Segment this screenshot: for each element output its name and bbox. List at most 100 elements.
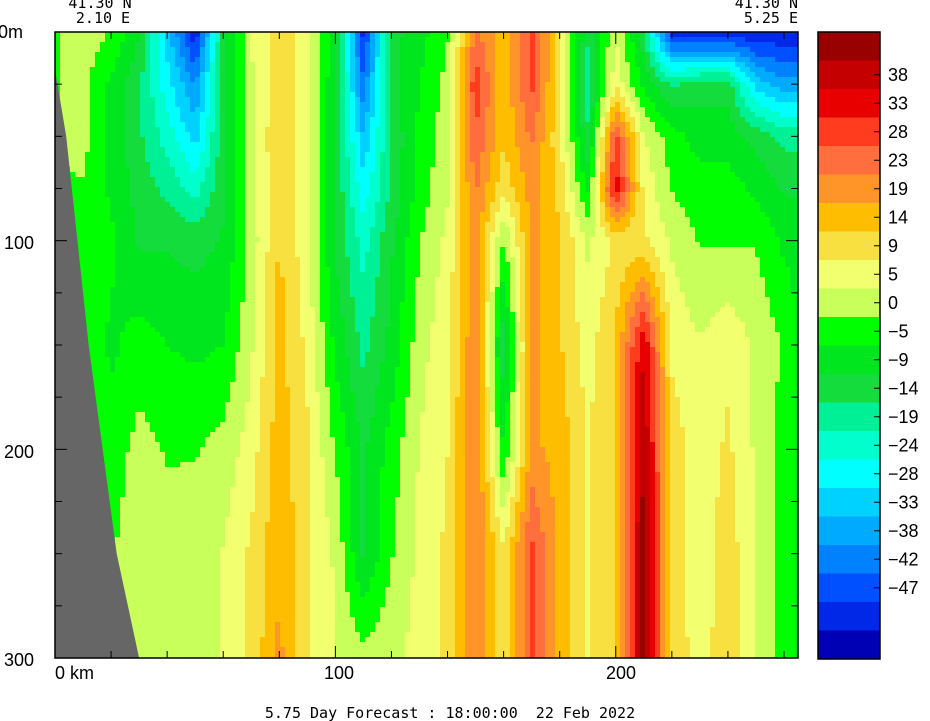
heatmap-cell	[555, 47, 561, 53]
heatmap-cell	[390, 167, 396, 173]
heatmap-cell	[765, 137, 771, 143]
heatmap-cell	[230, 147, 236, 153]
heatmap-cell	[595, 82, 601, 88]
heatmap-cell	[265, 172, 271, 178]
heatmap-cell	[370, 77, 376, 83]
heatmap-cell	[175, 97, 181, 103]
heatmap-cell	[415, 67, 421, 73]
heatmap-cell	[260, 137, 266, 143]
heatmap-cell	[365, 67, 371, 73]
heatmap-cell	[630, 127, 636, 133]
heatmap-cell	[665, 187, 671, 193]
heatmap-cell	[130, 112, 136, 118]
heatmap-cell	[510, 107, 516, 113]
heatmap-cell	[130, 152, 136, 158]
heatmap-cell	[620, 42, 626, 48]
heatmap-cell	[155, 47, 161, 53]
heatmap-cell	[270, 57, 276, 63]
heatmap-cell	[450, 192, 456, 198]
heatmap-cell	[660, 107, 666, 113]
heatmap-cell	[680, 172, 686, 178]
heatmap-cell	[90, 112, 96, 118]
heatmap-cell	[470, 157, 476, 163]
heatmap-cell	[465, 57, 471, 63]
heatmap-cell	[580, 72, 586, 78]
heatmap-cell	[265, 117, 271, 123]
heatmap-cell	[700, 62, 706, 68]
heatmap-cell	[470, 192, 476, 198]
heatmap-cell	[260, 87, 266, 93]
heatmap-cell	[485, 182, 491, 188]
heatmap-cell	[740, 172, 746, 178]
heatmap-cell	[85, 142, 91, 148]
heatmap-cell	[665, 132, 671, 138]
heatmap-cell	[490, 92, 496, 98]
heatmap-cell	[645, 192, 651, 198]
heatmap-cell	[190, 177, 196, 183]
heatmap-cell	[610, 97, 616, 103]
heatmap-cell	[110, 187, 116, 193]
heatmap-cell	[355, 82, 361, 88]
heatmap-cell	[670, 132, 676, 138]
heatmap-cell	[740, 182, 746, 188]
heatmap-cell	[345, 82, 351, 88]
heatmap-cell	[560, 127, 566, 133]
heatmap-cell	[710, 52, 716, 58]
heatmap-cell	[745, 157, 751, 163]
heatmap-cell	[390, 87, 396, 93]
heatmap-cell	[445, 177, 451, 183]
heatmap-cell	[330, 187, 336, 193]
heatmap-cell	[460, 72, 466, 78]
heatmap-cell	[120, 197, 126, 203]
heatmap-cell	[190, 97, 196, 103]
heatmap-cell	[200, 142, 206, 148]
heatmap-cell	[720, 52, 726, 58]
heatmap-cell	[115, 167, 121, 173]
heatmap-cell	[120, 147, 126, 153]
heatmap-cell	[590, 152, 596, 158]
heatmap-cell	[240, 47, 246, 53]
heatmap-cell	[315, 97, 321, 103]
heatmap-cell	[250, 52, 256, 58]
heatmap-cell	[65, 72, 71, 78]
heatmap-cell	[395, 192, 401, 198]
heatmap-cell	[645, 147, 651, 153]
heatmap-cell	[700, 157, 706, 163]
heatmap-cell	[185, 102, 191, 108]
heatmap-cell	[525, 62, 531, 68]
heatmap-cell	[595, 182, 601, 188]
heatmap-cell	[740, 192, 746, 198]
heatmap-cell	[550, 172, 556, 178]
heatmap-cell	[220, 192, 226, 198]
heatmap-cell	[390, 142, 396, 148]
heatmap-cell	[620, 32, 626, 38]
heatmap-cell	[640, 147, 646, 153]
heatmap-cell	[305, 147, 311, 153]
heatmap-cell	[780, 132, 786, 138]
heatmap-cell	[535, 117, 541, 123]
heatmap-cell	[325, 147, 331, 153]
heatmap-cell	[165, 37, 171, 43]
heatmap-cell	[725, 152, 731, 158]
heatmap-cell	[380, 47, 386, 53]
heatmap-cell	[605, 157, 611, 163]
heatmap-cell	[510, 167, 516, 173]
heatmap-cell	[535, 67, 541, 73]
heatmap-cell	[390, 117, 396, 123]
heatmap-cell	[280, 152, 286, 158]
heatmap-cell	[630, 52, 636, 58]
heatmap-cell	[195, 147, 201, 153]
heatmap-cell	[585, 142, 591, 148]
heatmap-cell	[150, 47, 156, 53]
heatmap-cell	[345, 127, 351, 133]
heatmap-cell	[55, 42, 61, 48]
heatmap-cell	[355, 187, 361, 193]
heatmap-cell	[505, 62, 511, 68]
heatmap-cell	[215, 167, 221, 173]
heatmap-cell	[450, 122, 456, 128]
heatmap-cell	[275, 112, 281, 118]
heatmap-cell	[200, 112, 206, 118]
heatmap-cell	[155, 112, 161, 118]
heatmap-cell	[770, 42, 776, 48]
heatmap-cell	[435, 187, 441, 193]
